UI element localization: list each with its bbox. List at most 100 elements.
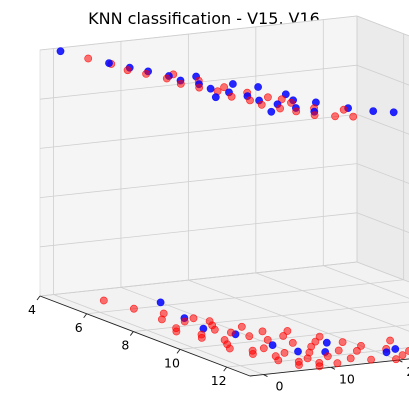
scatter-point-red: [162, 74, 171, 83]
scatter-point-red: [176, 80, 185, 88]
scatter-point-blue: [228, 80, 237, 88]
x-tick-mark: [83, 313, 88, 319]
scatter-point-red: [210, 325, 219, 334]
grid-line-z-back: [356, 64, 409, 86]
grid-line-z-left: [39, 261, 358, 297]
scatter-point-red: [226, 328, 235, 337]
scatter-point-blue: [322, 338, 331, 347]
scatter-point-red: [84, 54, 93, 63]
grid-line-y-floor: [323, 265, 409, 299]
scatter-point-blue: [268, 341, 277, 349]
scatter-point-red: [277, 95, 286, 104]
x-tick-label: 12: [211, 373, 227, 388]
scatter-point-red: [259, 344, 268, 353]
grid-line-y-floor: [255, 272, 409, 332]
scatter-point-red: [274, 356, 283, 365]
grid-line-z-back: [356, 212, 409, 234]
grid-line-z-left: [39, 114, 358, 149]
x-tick-label: 4: [28, 302, 36, 317]
scatter-point-red: [189, 314, 198, 323]
grid-line-y-floor: [53, 294, 264, 375]
scatter-point-red: [310, 111, 319, 119]
scatter-point-red: [172, 327, 181, 336]
grid-line-z-back: [356, 114, 409, 135]
scatter-point-red: [195, 83, 204, 92]
scatter-point-red: [257, 100, 266, 109]
scatter-point-red: [245, 332, 254, 341]
grid-line-z-left: [39, 212, 358, 248]
scatter-point-blue: [254, 83, 262, 91]
scatter-point-red: [248, 350, 257, 358]
scatter-point-red: [279, 332, 288, 340]
grid-line-z-back: [356, 15, 409, 37]
scatter-point-red: [280, 348, 289, 357]
scatter-point-red: [339, 105, 348, 114]
grid-line-x-floor: [179, 324, 409, 350]
scatter-point-blue: [56, 47, 65, 56]
scatter-point-red: [386, 336, 394, 345]
tick-labels: 46810120102030401.01.21.41.61.82.0: [28, 302, 409, 394]
scatter-point-red: [129, 304, 138, 313]
chart-title: KNN classification - V15, V16: [88, 9, 320, 28]
grid-line-z-back: [356, 163, 409, 184]
scatter-point-blue: [294, 347, 302, 356]
scatter-point-red: [295, 361, 303, 369]
scatter-point-blue: [206, 84, 215, 93]
scatter-point-red: [197, 333, 206, 342]
scatter-point-red: [303, 354, 312, 363]
scatter-point-red: [357, 341, 365, 350]
grid-line-z-left: [39, 163, 358, 198]
scatter-point-red: [263, 335, 272, 344]
y-tick-label: 20: [406, 364, 409, 379]
grid-line-x-floor: [133, 301, 409, 332]
scatter-point-red: [315, 362, 324, 371]
scatter-point-red: [99, 296, 108, 305]
grid-line-z-left: [39, 15, 358, 51]
scatter-point-red: [180, 317, 189, 326]
scatter-point-red: [349, 112, 358, 121]
scatter-point-red: [220, 83, 228, 92]
scatter-point-blue: [211, 93, 220, 102]
scatter-point-red: [288, 338, 297, 347]
scatter-point-red: [123, 66, 132, 75]
scatter-point-red: [392, 355, 400, 364]
y-tick-label: 10: [339, 371, 355, 386]
axis-panes: [39, 15, 409, 377]
scatter-point-blue: [267, 107, 276, 116]
scatter-point-red: [225, 344, 234, 353]
scatter-point-red: [334, 346, 343, 355]
scatter-point-red: [333, 359, 342, 368]
scatter-point-red: [283, 327, 292, 335]
scatter-point-red: [227, 92, 236, 101]
x-tick-label: 6: [75, 320, 83, 335]
scatter-point-blue: [389, 108, 398, 117]
scatter-point-red: [315, 332, 324, 341]
scatter-point-red: [323, 352, 332, 361]
scatter-point-red: [292, 107, 301, 116]
scatter-point-red: [263, 93, 272, 102]
scatter-point-red: [276, 104, 284, 113]
x-tick-label: 10: [164, 355, 180, 370]
y-tick-mark: [263, 374, 268, 377]
x-tick-mark: [36, 295, 41, 301]
scatter-point-red: [258, 327, 267, 336]
scatter-point-red: [237, 322, 246, 331]
scatter-point-red: [287, 98, 295, 107]
x-tick-mark: [129, 331, 134, 336]
scatter-point-blue: [281, 90, 290, 99]
scatter-point-red: [398, 351, 407, 359]
y-tick-mark: [330, 366, 336, 370]
y-tick-label: 0: [276, 379, 284, 394]
scatter-point-red: [352, 346, 361, 355]
scatter-points: [56, 47, 409, 371]
scatter-point-blue: [382, 348, 391, 357]
grid-line-z-back: [356, 261, 409, 283]
scatter-point-red: [367, 355, 375, 364]
grid-line-x-floor: [86, 279, 404, 315]
scatter-point-red: [311, 337, 320, 346]
scatter-point-blue: [156, 298, 165, 307]
x-tick-mark: [223, 366, 228, 372]
x-axis-line: [39, 295, 251, 377]
